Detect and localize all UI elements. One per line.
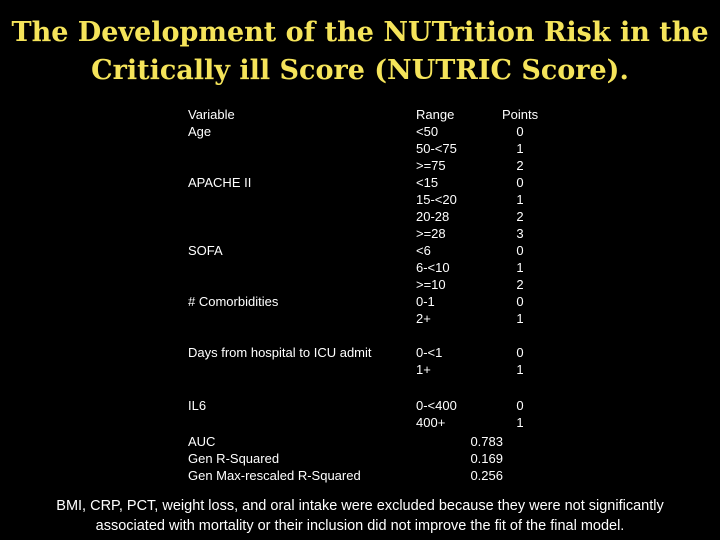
range-value: 15-<20 (416, 192, 457, 207)
points-value: 0 (516, 243, 524, 258)
range-value: >=28 (416, 226, 446, 241)
range-value: 0-<1 (416, 345, 443, 360)
range-value: 0-1 (416, 294, 435, 309)
stat-value: 0.256 (470, 468, 503, 483)
range-value: 20-28 (416, 209, 450, 224)
points-value: 0 (516, 294, 524, 309)
header-points: Points (502, 107, 539, 122)
points-value: 2 (516, 277, 524, 292)
range-value: <50 (416, 124, 439, 139)
points-value: 0 (516, 398, 524, 413)
variable-label: Age (188, 124, 212, 139)
stat-value: 0.169 (470, 451, 503, 466)
slide-title: The Development of the NUTrition Risk in… (0, 14, 720, 90)
range-value: 6-<10 (416, 260, 450, 275)
range-value: <6 (416, 243, 431, 258)
points-value: 2 (516, 209, 524, 224)
variable-label: SOFA (188, 243, 223, 258)
points-value: 2 (516, 158, 524, 173)
range-value: >=75 (416, 158, 446, 173)
range-value: 0-<400 (416, 398, 457, 413)
stat-value: 0.783 (470, 434, 503, 449)
points-value: 0 (516, 124, 524, 139)
points-value: 0 (516, 175, 524, 190)
footnote-line-1: BMI, CRP, PCT, weight loss, and oral int… (56, 498, 664, 514)
points-value: 1 (516, 260, 524, 275)
range-value: 1+ (416, 362, 431, 377)
title-line-2: Critically ill Score (NUTRIC Score). (91, 55, 629, 86)
variable-label: IL6 (188, 398, 207, 413)
range-value: <15 (416, 175, 439, 190)
stat-label: Gen R-Squared (188, 451, 280, 466)
points-value: 3 (516, 226, 524, 241)
range-value: >=10 (416, 277, 446, 292)
points-value: 1 (516, 311, 524, 326)
variable-label: Days from hospital to ICU admit (188, 345, 372, 360)
points-value: 1 (516, 415, 524, 430)
variable-label: # Comorbidities (188, 294, 279, 309)
points-value: 1 (516, 362, 524, 377)
range-value: 2+ (416, 311, 431, 326)
footnote-line-2: associated with mortality or their inclu… (95, 518, 625, 534)
header-variable: Variable (188, 107, 235, 122)
header-range: Range (416, 107, 455, 122)
variable-label: APACHE II (188, 175, 252, 190)
points-value: 0 (516, 345, 524, 360)
stat-label: Gen Max-rescaled R-Squared (188, 468, 361, 483)
footnote: BMI, CRP, PCT, weight loss, and oral int… (0, 496, 720, 536)
title-line-1: The Development of the NUTrition Risk in… (11, 17, 709, 48)
stat-label: AUC (188, 434, 216, 449)
points-value: 1 (516, 192, 524, 207)
range-value: 400+ (416, 415, 446, 430)
points-value: 1 (516, 141, 524, 156)
range-value: 50-<75 (416, 141, 457, 156)
